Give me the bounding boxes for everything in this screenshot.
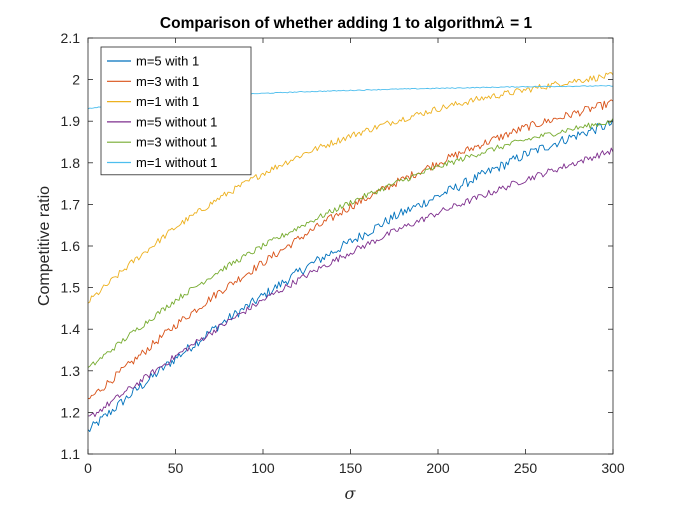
y-tick-label-4: 1.5 [61,280,81,296]
legend-label-2: m=1 with 1 [136,94,199,109]
legend-box [100,46,252,176]
legend-label-1: m=3 with 1 [136,74,199,89]
x-tick-label-1: 50 [168,460,184,476]
legend: m=5 with 1 m=3 with 1 m=1 with 1 m=5 withou… [100,46,252,176]
chart-title-symbol: λ [494,13,506,32]
y-tick-label-2: 1.3 [61,363,81,379]
y-tick-label-0: 1.1 [61,446,81,462]
y-tick-label-8: 1.9 [61,113,81,129]
chart-title: Comparison of whether adding 1 to algori… [160,13,533,32]
x-tick-label-3: 150 [339,460,363,476]
chart-title-text: Comparison of whether adding 1 to algori… [160,15,495,32]
y-tick-label-9: 2 [72,72,80,88]
x-tick-label-0: 0 [84,460,92,476]
y-tick-label-5: 1.6 [61,238,81,254]
x-tick-label-2: 100 [251,460,275,476]
chart-title-suffix: = 1 [506,15,533,32]
y-tick-label-7: 1.8 [61,155,81,171]
series-line-4 [88,118,613,368]
x-axis-label: σ [345,484,357,503]
x-tick-label-6: 300 [601,460,625,476]
legend-label-5: m=1 without 1 [136,155,217,170]
series-line-3 [88,147,613,418]
legend-label-4: m=3 without 1 [136,135,217,150]
y-tick-label-1: 1.2 [61,404,81,420]
legend-label-0: m=5 with 1 [136,54,199,69]
series-line-2 [88,72,613,304]
series-line-1 [88,99,613,400]
ticks-layer: 0 50 100 150 200 250 300 1.1 1.2 1.3 1.4 1.5 1.6 1.7 1… [61,30,625,476]
y-tick-label-10: 2.1 [61,30,81,46]
y-tick-label-3: 1.4 [61,321,81,337]
legend-label-3: m=5 without 1 [136,114,217,129]
y-axis-label: Competitive ratio [36,186,53,306]
plot-frame [87,37,614,455]
y-tick-label-6: 1.7 [61,196,81,212]
x-tick-label-4: 200 [426,460,450,476]
x-tick-label-5: 250 [514,460,538,476]
